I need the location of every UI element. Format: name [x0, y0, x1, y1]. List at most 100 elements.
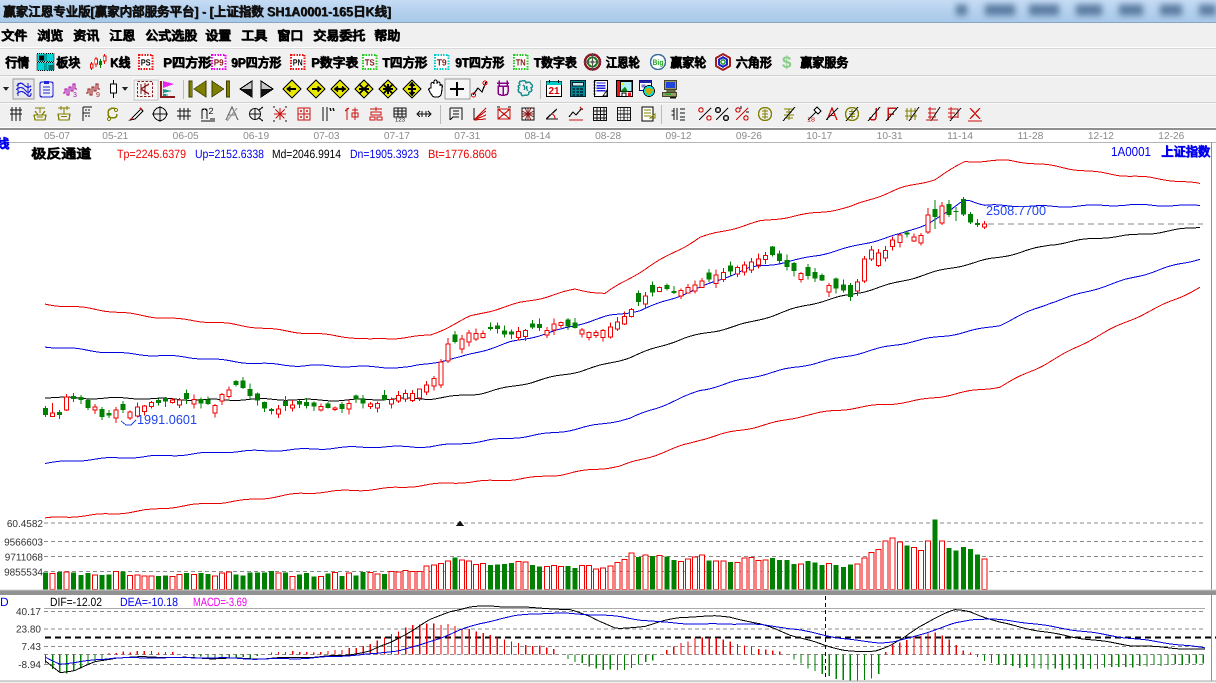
svg-text:板块: 板块 [57, 56, 82, 71]
svg-text:06-19: 06-19 [243, 131, 269, 142]
svg-text:06-05: 06-05 [173, 131, 199, 142]
svg-text:交易委托: 交易委托 [314, 29, 366, 44]
svg-text:2508.7700: 2508.7700 [986, 203, 1046, 218]
svg-text:赢家服务: 赢家服务 [800, 55, 849, 70]
svg-text:T四方形: T四方形 [382, 55, 427, 70]
svg-text:P9: P9 [214, 58, 224, 68]
svg-text:11-14: 11-14 [947, 131, 973, 142]
svg-text:江恩: 江恩 [110, 29, 136, 44]
svg-text:P数字表: P数字表 [311, 55, 359, 70]
svg-text:9711068: 9711068 [5, 553, 44, 564]
svg-text:08-28: 08-28 [595, 131, 621, 142]
svg-text:设置: 设置 [205, 28, 231, 43]
svg-text:05-21: 05-21 [102, 131, 128, 142]
svg-text:08-14: 08-14 [525, 131, 551, 142]
svg-text:9566603: 9566603 [4, 538, 43, 549]
svg-text:江恩轮: 江恩轮 [606, 56, 640, 71]
svg-text:DEA=-10.18: DEA=-10.18 [120, 595, 178, 609]
svg-text:六角形: 六角形 [736, 56, 772, 71]
svg-text:线: 线 [0, 137, 10, 152]
svg-text:9P四方形: 9P四方形 [232, 56, 282, 71]
svg-text:帮助: 帮助 [374, 28, 400, 43]
svg-text:T数字表: T数字表 [534, 55, 578, 70]
svg-text:T9: T9 [437, 58, 447, 68]
svg-text:极反通道: 极反通道 [31, 146, 91, 161]
svg-text:线: 线 [0, 136, 9, 151]
svg-text:123: 123 [395, 118, 405, 124]
svg-text:9T四方形: 9T四方形 [456, 56, 505, 71]
svg-text:07-31: 07-31 [454, 131, 480, 142]
svg-text:12-26: 12-26 [1158, 131, 1184, 142]
svg-text:赢家江恩专业版[赢家内部服务平台] - [上证指数 SH1: 赢家江恩专业版[赢家内部服务平台] - [上证指数 SH1A0001-165日K… [3, 4, 391, 19]
svg-text:工具: 工具 [241, 28, 267, 43]
svg-text:18: 18 [807, 117, 816, 124]
svg-text:P四方形: P四方形 [163, 55, 211, 70]
svg-text:江恩: 江恩 [109, 28, 135, 43]
svg-text:9: 9 [96, 92, 100, 99]
svg-text:T四方形: T四方形 [383, 56, 428, 71]
svg-text:T数字表: T数字表 [534, 56, 578, 71]
svg-text:PN: PN [293, 58, 303, 68]
svg-text:$: $ [782, 53, 792, 72]
svg-text:设置: 设置 [206, 29, 232, 44]
svg-text:21: 21 [548, 86, 560, 97]
svg-text:K线: K线 [110, 55, 130, 70]
svg-text:Bt=1776.8606: Bt=1776.8606 [428, 147, 497, 161]
svg-text:9855534: 9855534 [4, 568, 43, 579]
svg-text:09-12: 09-12 [666, 131, 692, 142]
svg-text:09-26: 09-26 [736, 131, 762, 142]
svg-text:窗口: 窗口 [278, 29, 304, 44]
svg-text:赢家江恩专业版[赢家内部服务平台] - [上证指数 SH1: 赢家江恩专业版[赢家内部服务平台] - [上证指数 SH1A0001-165日K… [4, 5, 392, 20]
svg-text:1A0001: 1A0001 [1111, 144, 1151, 159]
svg-text:23.80: 23.80 [16, 625, 41, 636]
svg-text:公式选股: 公式选股 [145, 28, 198, 43]
svg-text:文件: 文件 [1, 28, 27, 43]
svg-text:行情: 行情 [4, 55, 29, 70]
svg-text:上证指数: 上证指数 [1162, 145, 1212, 160]
svg-text:P四方形: P四方形 [164, 56, 212, 71]
svg-text:赢家服务: 赢家服务 [801, 56, 850, 71]
svg-text:板块: 板块 [56, 55, 81, 70]
svg-text:07-03: 07-03 [314, 131, 340, 142]
svg-text:DIF=-12.02: DIF=-12.02 [50, 595, 102, 609]
svg-text:极反通道: 极反通道 [32, 147, 92, 162]
svg-text:D: D [0, 595, 9, 609]
svg-text:1991.0601: 1991.0601 [137, 412, 197, 427]
svg-text:9T四方形: 9T四方形 [455, 55, 504, 70]
svg-text:赢家轮: 赢家轮 [671, 56, 707, 71]
svg-text:9P四方形: 9P四方形 [231, 55, 281, 70]
svg-text:3: 3 [73, 92, 77, 99]
svg-text:行情: 行情 [5, 56, 30, 71]
svg-text:40.17: 40.17 [16, 607, 41, 618]
svg-text:赢家轮: 赢家轮 [670, 55, 706, 70]
svg-text:10-17: 10-17 [806, 131, 832, 142]
svg-text:帮助: 帮助 [375, 29, 401, 44]
svg-text:资讯: 资讯 [73, 28, 99, 43]
svg-text:Big: Big [653, 58, 664, 67]
svg-text:MACD=-3.69: MACD=-3.69 [193, 595, 247, 609]
svg-text:交易委托: 交易委托 [313, 28, 365, 43]
svg-text:2: 2 [208, 106, 213, 116]
svg-text:TS: TS [365, 58, 375, 68]
svg-text:浏览: 浏览 [37, 28, 63, 43]
svg-text:11-28: 11-28 [1018, 131, 1044, 142]
svg-text:12-12: 12-12 [1088, 131, 1114, 142]
svg-text:05-07: 05-07 [44, 131, 70, 142]
svg-text:7.43: 7.43 [22, 642, 42, 653]
svg-text:六角形: 六角形 [736, 55, 772, 70]
svg-text:上证指数: 上证指数 [1161, 144, 1211, 159]
svg-text:P数字表: P数字表 [312, 56, 360, 71]
svg-text:60.4582: 60.4582 [7, 519, 44, 530]
svg-text:PS: PS [141, 58, 151, 68]
svg-text:TN: TN [516, 58, 526, 68]
svg-text:浏览: 浏览 [38, 29, 64, 44]
svg-text:Dn=1905.3923: Dn=1905.3923 [350, 147, 419, 161]
svg-text:07-17: 07-17 [384, 131, 410, 142]
svg-text:文件: 文件 [2, 29, 28, 44]
svg-text:10-31: 10-31 [877, 131, 903, 142]
svg-text:-8.94: -8.94 [18, 660, 41, 671]
svg-text:窗口: 窗口 [277, 28, 303, 43]
svg-text:资讯: 资讯 [74, 29, 100, 44]
svg-text:工具: 工具 [242, 29, 268, 44]
svg-text:Up=2152.6338: Up=2152.6338 [195, 147, 264, 161]
